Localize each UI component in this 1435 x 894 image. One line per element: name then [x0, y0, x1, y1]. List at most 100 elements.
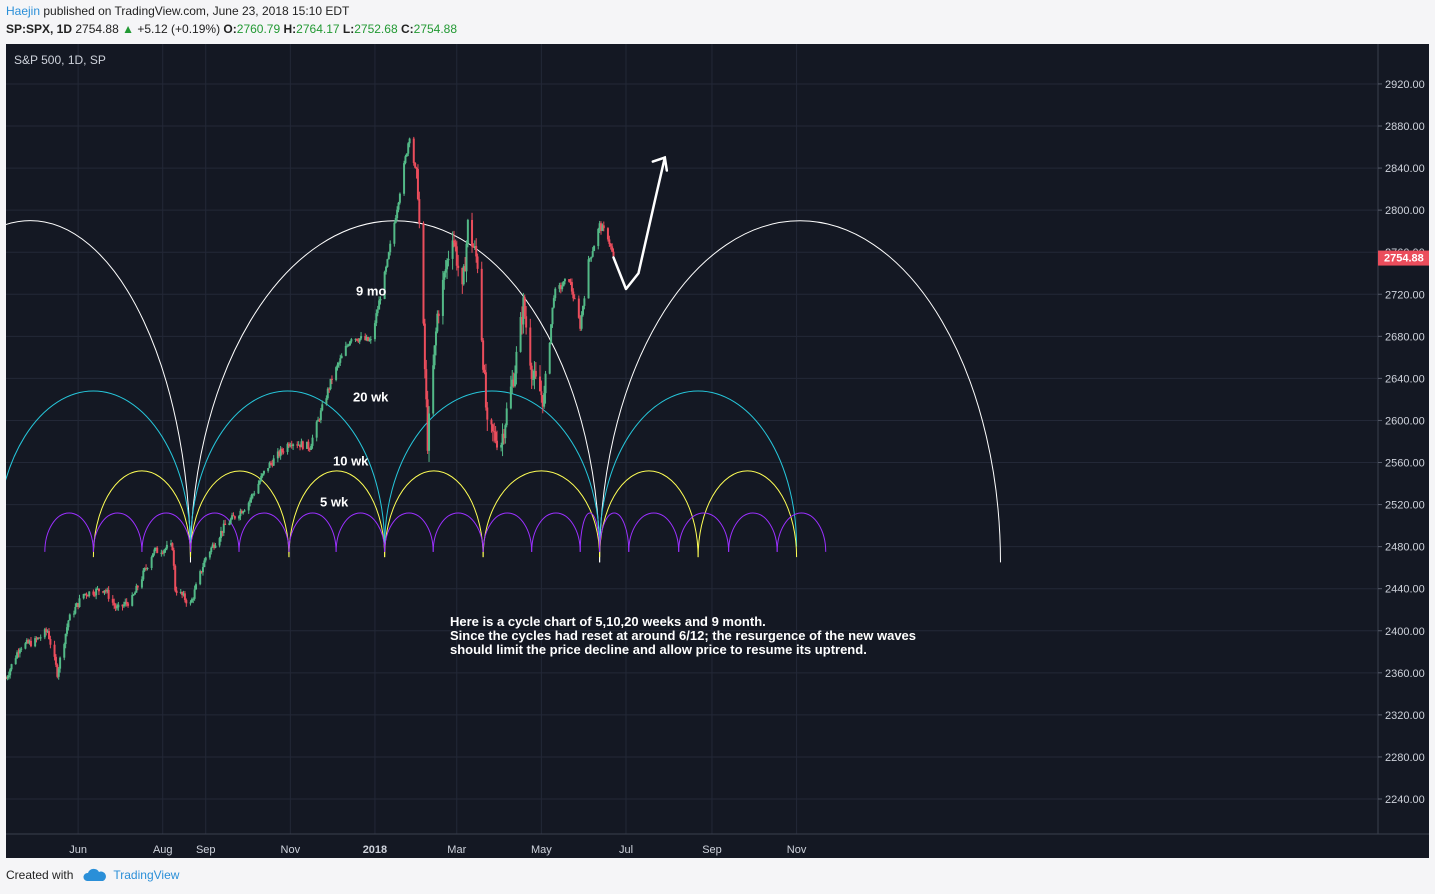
candle-body: [451, 240, 454, 259]
candle-body: [272, 458, 275, 466]
cycle-arc-5-wk: [531, 512, 581, 552]
candle-body: [17, 652, 20, 654]
candle-body: [102, 591, 105, 593]
candle-body: [464, 266, 467, 272]
candle-body: [114, 605, 117, 609]
candle-body: [514, 373, 517, 387]
author-link[interactable]: Haejin: [6, 4, 41, 18]
cycle-arc-20-wk: [599, 390, 798, 547]
annotation-line-3: should limit the price decline and allow…: [450, 642, 867, 657]
candle-body: [426, 399, 429, 451]
candle-body: [121, 604, 124, 607]
candle-body: [104, 590, 107, 592]
candle-body: [14, 658, 17, 665]
candle-body: [243, 510, 246, 512]
candle-body: [54, 656, 57, 665]
cycle-arc-5-wk: [579, 512, 601, 552]
price-tick-label: 2840.00: [1385, 163, 1425, 175]
candle-body: [106, 589, 109, 592]
candle-body: [379, 298, 382, 301]
candle-body: [561, 286, 564, 290]
candle-body: [317, 419, 320, 422]
cycle-arc-5-wk: [628, 512, 680, 552]
candle-body: [580, 314, 583, 329]
candle-body: [289, 444, 292, 447]
candle-body: [583, 298, 586, 306]
candle-body: [276, 451, 279, 459]
price-tick-label: 2880.00: [1385, 121, 1425, 133]
price-axis[interactable]: 2240.00 2280.00 2320.00 2360.00 2400.00 2440.…: [1378, 79, 1425, 806]
candle-body: [297, 444, 300, 446]
grid: [6, 44, 1378, 834]
price-tick-label: 2360.00: [1385, 668, 1425, 680]
candle-body: [182, 593, 185, 596]
candle-body: [310, 445, 313, 450]
candle-body: [484, 372, 487, 408]
candle-body: [512, 379, 515, 387]
candle-body: [543, 393, 546, 407]
candle-body: [559, 285, 562, 290]
candle-body: [5, 678, 7, 680]
candle-body: [414, 162, 417, 168]
candle-body: [562, 281, 565, 287]
candle-body: [278, 451, 281, 457]
candle-body: [190, 599, 193, 603]
price-tick-label: 2560.00: [1385, 458, 1425, 470]
candle-body: [612, 251, 615, 257]
candle-body: [268, 462, 271, 469]
candle-body: [570, 282, 573, 292]
candle-body: [339, 358, 342, 363]
candle-body: [319, 410, 322, 420]
candle-body: [287, 443, 290, 447]
candle-body: [146, 567, 149, 569]
chart-panel[interactable]: 2240.00 2280.00 2320.00 2360.00 2400.00 2440.…: [0, 44, 1429, 858]
candle-body: [170, 543, 173, 545]
candle-body: [29, 640, 32, 647]
candle-body: [36, 637, 39, 640]
candle-body: [529, 327, 532, 366]
candle-body: [228, 523, 231, 526]
chart-svg[interactable]: 2240.00 2280.00 2320.00 2360.00 2400.00 2440.…: [0, 44, 1429, 858]
candle-body: [407, 143, 410, 154]
candle-body: [465, 243, 468, 272]
candle-body: [308, 448, 311, 450]
candle-body: [224, 523, 227, 526]
candle-body: [113, 602, 116, 606]
candle-body: [443, 272, 446, 280]
candle-body: [136, 585, 139, 588]
candle-body: [150, 557, 153, 568]
time-tick-label: Aug: [153, 844, 173, 856]
candle-body: [132, 594, 135, 596]
price-tick-label: 2320.00: [1385, 710, 1425, 722]
candle-body: [600, 223, 603, 231]
candle-body: [261, 473, 264, 476]
candle-body: [538, 376, 541, 392]
low-value: 2752.68: [354, 22, 398, 36]
candle-body: [550, 324, 553, 343]
candle-body: [389, 243, 392, 253]
candle-body: [9, 669, 12, 676]
tradingview-link[interactable]: TradingView: [113, 868, 180, 882]
candle-body: [86, 595, 89, 597]
cycle-arc-5-wk: [335, 512, 386, 552]
candle-body: [193, 589, 196, 599]
candle-body: [183, 593, 186, 601]
candle-body: [346, 345, 349, 347]
candle-body: [590, 256, 593, 259]
candle-body: [398, 193, 401, 203]
candle-body: [301, 441, 304, 449]
candle-body: [63, 644, 66, 658]
candle-body: [103, 590, 106, 593]
candle-body: [96, 588, 99, 590]
change-arrow-icon: ▲: [122, 22, 134, 36]
price-tick-label: 2440.00: [1385, 584, 1425, 596]
price-tick-label: 2680.00: [1385, 331, 1425, 343]
candle-body: [329, 378, 332, 390]
time-axis[interactable]: Jun Aug Sep Nov 2018 Mar May Jul Sep Nov: [69, 844, 807, 856]
candle-body: [473, 246, 476, 248]
cycle-arc-9-mo: [189, 220, 601, 563]
time-tick-label: Jun: [69, 844, 87, 856]
candle-body: [597, 228, 600, 247]
candle-body: [208, 551, 211, 558]
candle-body: [122, 604, 125, 607]
